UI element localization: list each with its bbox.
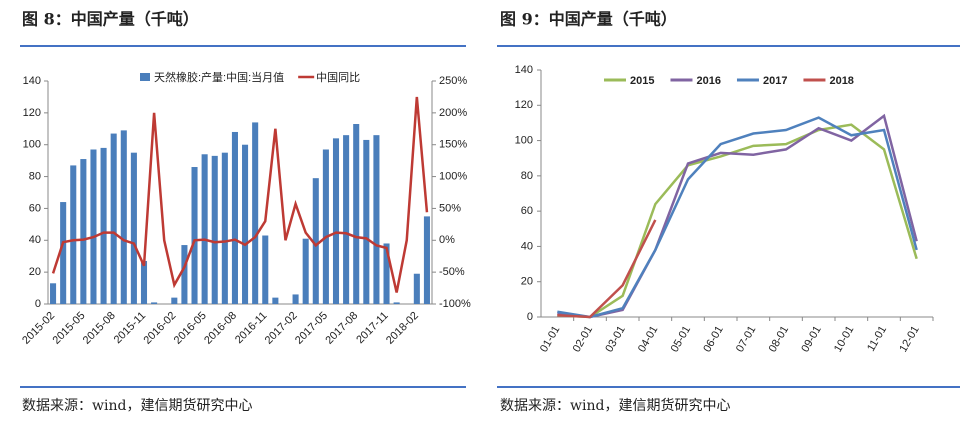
x-tick-label: 2016-02 — [141, 310, 178, 347]
bar — [130, 152, 137, 304]
x-tick-label: 2018-02 — [384, 310, 421, 347]
bar — [231, 131, 238, 304]
bar — [151, 302, 158, 304]
y-tick-label: 40 — [29, 234, 41, 246]
x-tick-label: 02-01 — [571, 324, 595, 354]
bar — [100, 147, 107, 304]
y-tick-label: 20 — [521, 276, 533, 288]
bar — [322, 149, 329, 304]
x-tick-label: 2016-05 — [172, 310, 209, 347]
legend-swatch — [140, 73, 150, 81]
legend-label: 2017 — [763, 75, 787, 87]
bar — [140, 260, 148, 304]
bar — [211, 155, 218, 304]
bar — [343, 135, 350, 304]
x-tick-label: 05-01 — [669, 324, 693, 354]
y-tick-label: 80 — [29, 170, 41, 182]
legend-label: 中国同比 — [316, 71, 360, 84]
bar — [110, 133, 117, 304]
y-tick-label: 140 — [23, 75, 41, 87]
x-tick-label: 06-01 — [701, 324, 725, 354]
line — [557, 113, 918, 319]
x-tick-label: 2017-08 — [323, 310, 360, 347]
chart-title: 图 9：中国产量（千吨） — [500, 10, 677, 29]
bar — [423, 216, 430, 304]
bar — [292, 294, 299, 304]
legend-label: 天然橡胶:产量:中国:当月值 — [154, 70, 284, 84]
y2-tick-label: -50% — [439, 266, 465, 278]
x-tick-label: 2015-02 — [20, 310, 57, 347]
legend-label: 2016 — [696, 75, 720, 87]
line — [557, 123, 918, 319]
line — [557, 116, 918, 319]
y-tick-label: 140 — [515, 64, 533, 76]
bar — [181, 245, 188, 304]
line — [557, 219, 657, 319]
y-tick-label: 40 — [521, 240, 533, 252]
bar — [363, 139, 370, 304]
line — [51, 96, 429, 293]
bar — [393, 302, 400, 304]
x-tick-label: 2015-05 — [51, 310, 88, 347]
legend-label: 2015 — [630, 75, 654, 87]
x-tick-label: 2016-08 — [202, 310, 239, 347]
bar — [70, 165, 77, 304]
bar — [201, 154, 208, 304]
x-tick-label: 03-01 — [603, 324, 627, 354]
bar — [90, 149, 97, 304]
y-tick-label: 80 — [521, 170, 533, 182]
bar — [80, 159, 87, 304]
x-tick-label: 01-01 — [538, 324, 562, 354]
x-tick-label: 09-01 — [799, 324, 823, 354]
x-tick-label: 08-01 — [767, 324, 791, 354]
bar — [120, 130, 127, 304]
bar — [312, 178, 319, 304]
bar — [272, 297, 279, 304]
bar — [252, 122, 259, 305]
y-tick-label: 120 — [23, 107, 41, 119]
source: 数据来源：wind，建信期货研究中心 — [22, 397, 252, 414]
x-tick-label: 07-01 — [734, 324, 758, 354]
y-tick-label: 120 — [515, 99, 533, 111]
y-tick-label: 100 — [515, 134, 533, 146]
bar — [383, 243, 390, 304]
bar — [413, 273, 420, 304]
x-tick-label: 2015-08 — [81, 310, 118, 347]
x-tick-label: 2017-05 — [293, 310, 330, 347]
x-tick-label: 04-01 — [636, 324, 660, 354]
y-tick-label: 60 — [521, 205, 533, 217]
legend-label: 2018 — [829, 75, 853, 87]
y-tick-label: 20 — [29, 266, 41, 278]
bar — [50, 283, 57, 304]
y-tick-label: 100 — [23, 139, 41, 151]
source: 数据来源：wind，建信期货研究中心 — [500, 397, 730, 414]
bar — [171, 297, 178, 304]
y-tick-label: 0 — [35, 298, 41, 310]
y2-tick-label: 200% — [439, 107, 467, 119]
x-tick-label: 11-01 — [865, 324, 889, 354]
bar — [302, 238, 309, 304]
bar — [373, 135, 380, 304]
y2-tick-label: 250% — [439, 75, 467, 87]
bar — [221, 152, 228, 304]
y2-tick-label: -100% — [439, 298, 471, 310]
x-tick-label: 12-01 — [897, 324, 921, 354]
y2-tick-label: 50% — [439, 202, 461, 214]
bar — [353, 124, 360, 304]
y2-tick-label: 100% — [439, 170, 467, 182]
bar — [262, 235, 269, 304]
bar — [60, 202, 67, 304]
bar — [242, 144, 249, 304]
x-tick-label: 10-01 — [832, 324, 856, 354]
y-tick-label: 60 — [29, 202, 41, 214]
y2-tick-label: 0% — [439, 234, 455, 246]
chart-title: 图 8：中国产量（千吨） — [22, 10, 199, 29]
x-tick-label: 2017-02 — [263, 310, 300, 347]
y-tick-label: 0 — [527, 311, 533, 323]
bar — [332, 138, 340, 304]
bar — [191, 167, 198, 304]
y2-tick-label: 150% — [439, 139, 467, 151]
